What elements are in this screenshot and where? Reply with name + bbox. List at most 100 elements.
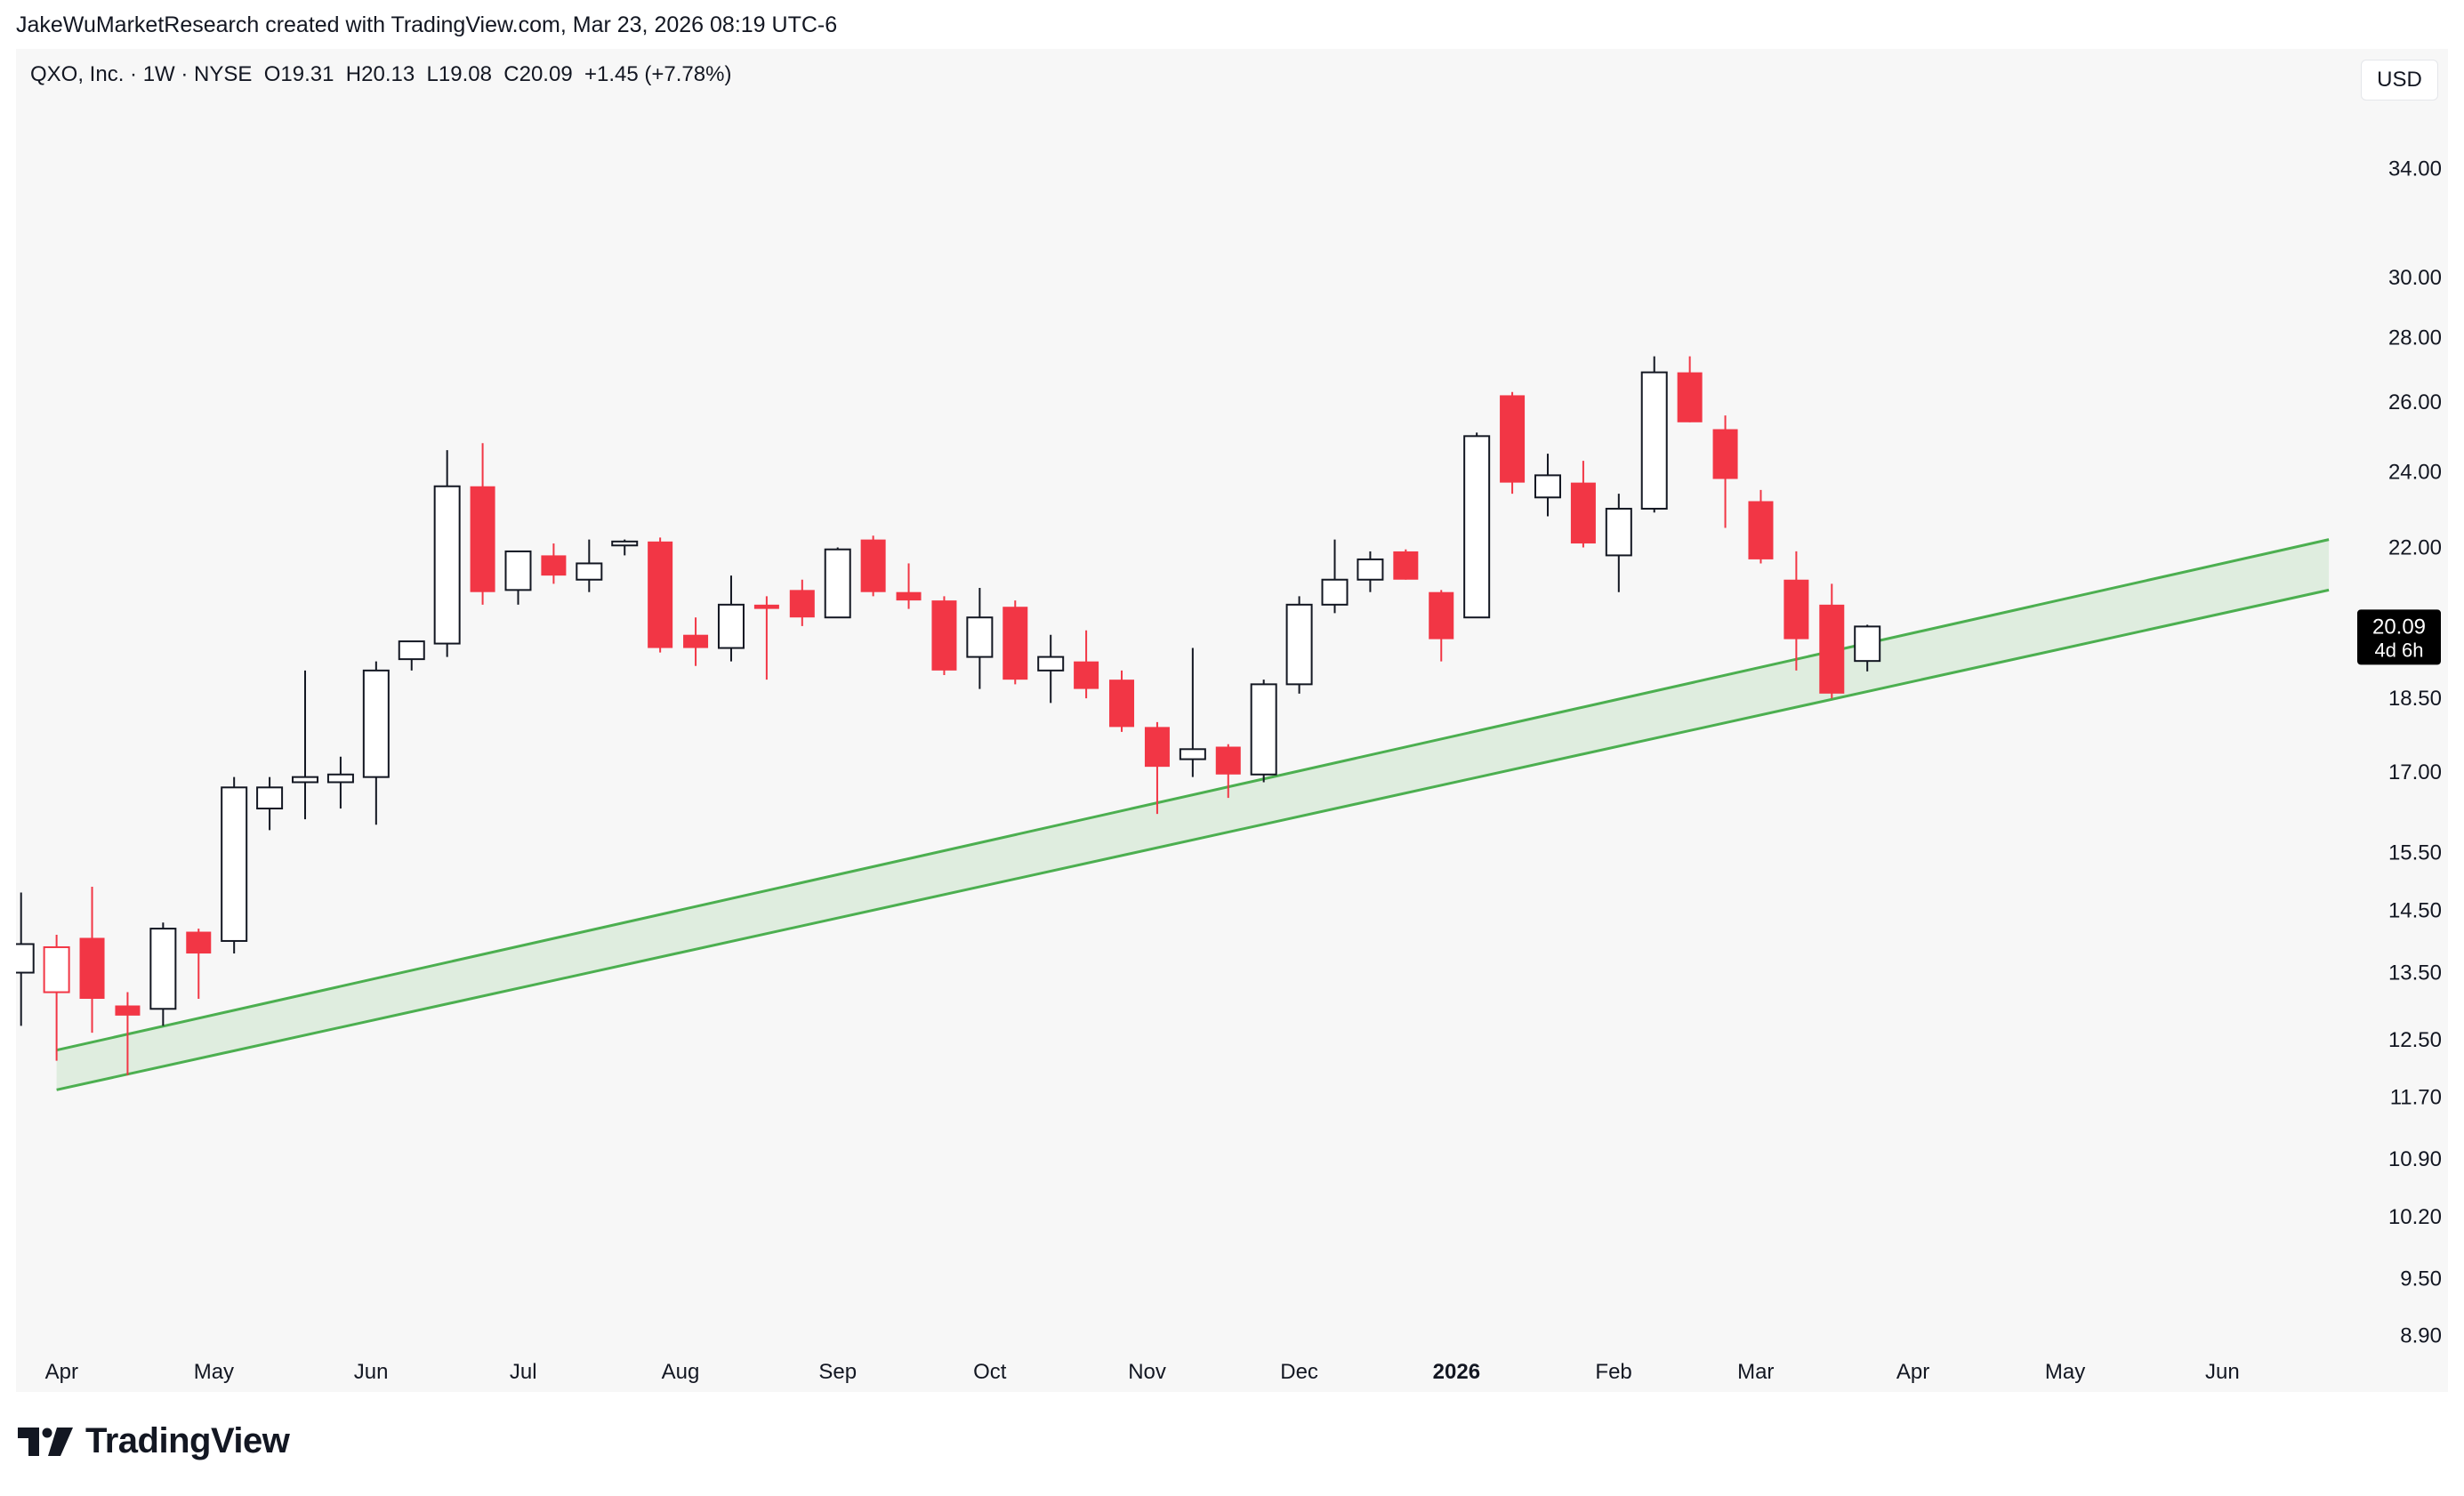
bar-countdown: 4d 6h bbox=[2374, 639, 2423, 661]
candle-body bbox=[824, 548, 851, 619]
candle-up bbox=[398, 640, 425, 671]
price-axis-label: 22.00 bbox=[2388, 535, 2442, 559]
chart-attribution: JakeWuMarketResearch created with Tradin… bbox=[16, 12, 838, 37]
price-axis-label: 11.70 bbox=[2390, 1086, 2442, 1110]
price-chart[interactable]: 34.00 30.00 28.00 26.00 24.00 22.00 18.50 17.00… bbox=[16, 49, 2448, 1392]
price-axis-label: 9.50 bbox=[2400, 1267, 2442, 1291]
candle-up bbox=[824, 547, 851, 619]
candle-up bbox=[433, 450, 461, 657]
time-axis-label: Jun bbox=[354, 1360, 389, 1384]
legend-high: H20.13 bbox=[345, 62, 415, 86]
time-axis-label: Feb bbox=[1595, 1360, 1631, 1384]
candle-body bbox=[860, 539, 886, 592]
candle-body bbox=[1074, 661, 1099, 689]
candle-up bbox=[292, 670, 319, 820]
candle-down bbox=[1393, 549, 1419, 580]
candle-up bbox=[717, 575, 745, 662]
candle-body bbox=[470, 486, 495, 592]
candle-body bbox=[1534, 474, 1561, 499]
candle-up bbox=[1463, 432, 1491, 619]
candle-body bbox=[1250, 683, 1277, 776]
price-axis-label: 17.00 bbox=[2388, 760, 2442, 784]
time-axis-label: 2026 bbox=[1433, 1360, 1480, 1384]
time-axis-label: Nov bbox=[1128, 1360, 1166, 1384]
time-axis-label: Apr bbox=[45, 1360, 78, 1384]
candle-body bbox=[1357, 558, 1384, 581]
candle-body bbox=[896, 591, 922, 601]
time-axis-label: Dec bbox=[1280, 1360, 1318, 1384]
legend-open: O19.31 bbox=[263, 62, 334, 86]
candle-body bbox=[966, 616, 994, 658]
candle-up bbox=[1534, 454, 1561, 517]
candle-up bbox=[221, 776, 248, 954]
currency-button[interactable]: USD bbox=[2361, 60, 2438, 101]
price-axis-label: 12.50 bbox=[2388, 1028, 2442, 1052]
candle-body bbox=[1677, 372, 1703, 422]
candle-down bbox=[860, 535, 886, 597]
candle-body bbox=[326, 773, 354, 784]
trend-channel-lower-line bbox=[56, 588, 2330, 1091]
candle-down bbox=[43, 934, 70, 1061]
price-axis-label: 26.00 bbox=[2388, 390, 2442, 414]
candle-up bbox=[1285, 596, 1313, 694]
candle-body bbox=[256, 786, 284, 810]
candles bbox=[16, 356, 1881, 1075]
candle-body bbox=[1429, 591, 1454, 639]
candle-down bbox=[1748, 489, 1774, 564]
candle-body bbox=[1570, 482, 1596, 544]
candle-body bbox=[1500, 395, 1526, 483]
candle-up bbox=[576, 539, 603, 592]
candle-up bbox=[1605, 494, 1632, 592]
candle-down bbox=[896, 563, 922, 609]
candle-body bbox=[149, 928, 177, 1010]
candle-body bbox=[576, 562, 603, 581]
trend-channel-upper-line bbox=[56, 538, 2330, 1052]
trend-channel bbox=[56, 538, 2330, 1091]
candle-down bbox=[753, 596, 779, 680]
candle-up bbox=[1037, 634, 1065, 704]
candle-up bbox=[16, 892, 35, 1026]
candle-up bbox=[1357, 551, 1384, 592]
candle-body bbox=[1003, 607, 1028, 680]
candle-down bbox=[1429, 590, 1454, 662]
candle-body bbox=[79, 937, 105, 1000]
candle-body bbox=[1215, 746, 1241, 775]
candle-down bbox=[1144, 721, 1170, 815]
candle-down bbox=[79, 886, 105, 1034]
candle-up bbox=[1854, 624, 1881, 672]
chart-area[interactable]: 34.00 30.00 28.00 26.00 24.00 22.00 18.50 17.00… bbox=[16, 49, 2448, 1392]
candle-body bbox=[1179, 748, 1206, 760]
time-axis-label: Aug bbox=[662, 1360, 700, 1384]
candle-body bbox=[789, 590, 815, 618]
price-axis-label: 14.50 bbox=[2388, 899, 2442, 923]
candle-up bbox=[326, 756, 354, 809]
tradingview-logo-text: TradingView bbox=[85, 1421, 290, 1460]
legend-change: +1.45 (+7.78%) bbox=[584, 62, 732, 86]
price-axis-label: 10.20 bbox=[2388, 1205, 2442, 1229]
tradingview-logo[interactable]: TradingView bbox=[18, 1421, 290, 1461]
candle-body bbox=[504, 550, 532, 591]
candle-body bbox=[611, 540, 639, 547]
time-axis-label: May bbox=[2045, 1360, 2085, 1384]
candle-body bbox=[433, 485, 461, 645]
candle-up bbox=[966, 588, 994, 689]
time-axis-label: Mar bbox=[1737, 1360, 1774, 1384]
candle-up bbox=[149, 922, 177, 1026]
candle-body bbox=[115, 1005, 141, 1016]
price-axis-label: 15.50 bbox=[2388, 840, 2442, 865]
candle-up bbox=[1179, 647, 1206, 777]
time-axis-label: Sep bbox=[818, 1360, 857, 1384]
candle-body bbox=[1109, 680, 1135, 728]
price-axis: 34.00 30.00 28.00 26.00 24.00 22.00 18.50 17.00… bbox=[2388, 157, 2442, 1347]
candle-up bbox=[611, 539, 639, 556]
candle-down bbox=[1500, 391, 1526, 495]
candle-down bbox=[115, 992, 141, 1075]
candle-up bbox=[362, 661, 390, 825]
candle-down bbox=[470, 443, 495, 605]
candle-body bbox=[1605, 507, 1632, 557]
candle-down bbox=[1570, 461, 1596, 548]
candle-down bbox=[931, 596, 957, 675]
candle-up bbox=[504, 550, 532, 605]
candle-body bbox=[1393, 551, 1419, 580]
candle-body bbox=[1285, 603, 1313, 686]
